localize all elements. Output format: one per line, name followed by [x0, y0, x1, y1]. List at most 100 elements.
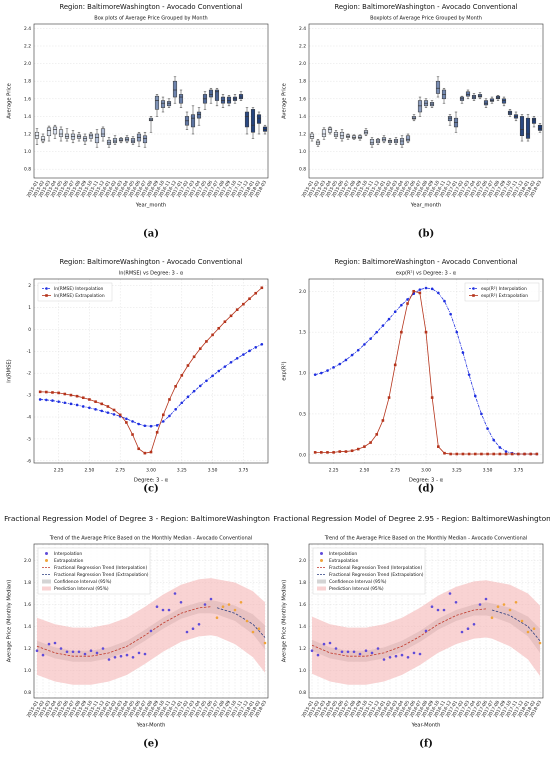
y-axis-label: ln(RMSE)	[7, 359, 13, 382]
box	[435, 80, 441, 94]
point	[496, 605, 500, 608]
point	[400, 303, 403, 307]
y-tick-label: 2.4	[299, 26, 306, 32]
point	[69, 402, 73, 406]
point	[338, 362, 342, 366]
point	[239, 601, 243, 604]
point	[137, 447, 140, 451]
y-tick-label: 0.5	[299, 411, 306, 417]
x-tick-label: 2.75	[390, 468, 400, 474]
box	[357, 135, 363, 139]
y-tick-label: 1.0	[24, 668, 31, 674]
point	[344, 450, 348, 453]
caption: (a)	[143, 229, 159, 240]
point	[510, 452, 514, 456]
y-tick-label: 2.0	[24, 558, 31, 564]
y-tick-label: 1.8	[24, 580, 31, 586]
legend-label: Extrapolation	[329, 558, 359, 564]
box	[52, 126, 58, 135]
y-axis-label: exp(R²)	[282, 361, 288, 380]
legend-label: ln(RMSE) Interpolation	[54, 286, 104, 292]
point	[490, 616, 494, 619]
point	[167, 608, 171, 612]
chart-subtitle: Boxplots of Average Price Grouped by Mon…	[370, 16, 482, 22]
point	[460, 630, 464, 634]
point	[75, 394, 79, 398]
point	[375, 330, 379, 334]
point	[119, 654, 123, 658]
x-tick-label: 3.00	[146, 468, 156, 474]
legend-label: Extrapolation	[54, 558, 84, 564]
y-tick-label: 1.8	[24, 79, 31, 85]
y-tick-label: 1.4	[24, 114, 31, 120]
box	[64, 133, 70, 139]
box	[214, 89, 220, 101]
point	[257, 627, 261, 630]
y-axis-label: Average Price	[282, 83, 288, 119]
point	[313, 451, 317, 454]
point	[168, 398, 171, 401]
point	[227, 603, 231, 606]
point	[370, 651, 374, 655]
box	[309, 133, 315, 139]
point	[118, 413, 122, 417]
point	[186, 364, 190, 367]
point	[51, 399, 54, 402]
point	[478, 603, 482, 606]
chart-title: Fractional Regression Model of Degree 2.…	[273, 514, 550, 523]
y-tick-label: -3	[27, 393, 32, 399]
chart-subtitle: Trend of the Average Price Based on the …	[324, 536, 527, 542]
point	[95, 651, 99, 655]
legend-box	[312, 547, 426, 595]
point	[498, 446, 502, 449]
y-tick-label: -2	[27, 371, 32, 377]
point	[211, 333, 214, 337]
legend-swatch	[320, 559, 323, 562]
point	[192, 355, 196, 359]
box	[100, 128, 106, 137]
point	[344, 358, 348, 362]
point	[508, 608, 512, 612]
box	[399, 138, 405, 145]
x-tick-label: 2.50	[360, 468, 370, 474]
point	[197, 623, 201, 626]
legend-marker	[45, 294, 48, 297]
plot-frame	[308, 543, 544, 699]
point	[322, 642, 326, 646]
point	[106, 411, 110, 414]
point	[350, 449, 354, 453]
point	[174, 408, 177, 411]
point	[75, 403, 79, 407]
legend-box	[37, 282, 113, 302]
point	[484, 597, 488, 601]
point	[205, 340, 208, 343]
point	[358, 652, 362, 656]
point	[168, 414, 171, 418]
point	[387, 396, 391, 399]
point	[125, 417, 128, 421]
y-tick-label: 1.2	[299, 646, 306, 652]
point	[217, 326, 221, 330]
point	[467, 452, 471, 456]
point	[205, 379, 208, 383]
point	[492, 452, 496, 456]
x-axis-label: Degree: 3 - α	[409, 478, 444, 484]
y-tick-label: 0.8	[24, 690, 31, 696]
point	[161, 608, 165, 612]
box	[345, 134, 351, 138]
point	[59, 647, 63, 650]
y-tick-label: 2.0	[24, 61, 31, 67]
box	[106, 139, 112, 145]
point	[53, 641, 57, 645]
box	[495, 95, 501, 100]
y-tick-label: 1.8	[299, 79, 306, 85]
y-tick-label: 1.6	[24, 96, 31, 102]
x-tick-label: 2.25	[329, 468, 339, 474]
box	[256, 114, 262, 124]
y-tick-label: 1.4	[299, 114, 306, 120]
legend-label: Fractional Regression Trend (Interpolati…	[329, 565, 422, 571]
y-tick-label: 0	[28, 327, 31, 333]
caption: (d)	[418, 484, 434, 495]
box	[130, 138, 136, 144]
